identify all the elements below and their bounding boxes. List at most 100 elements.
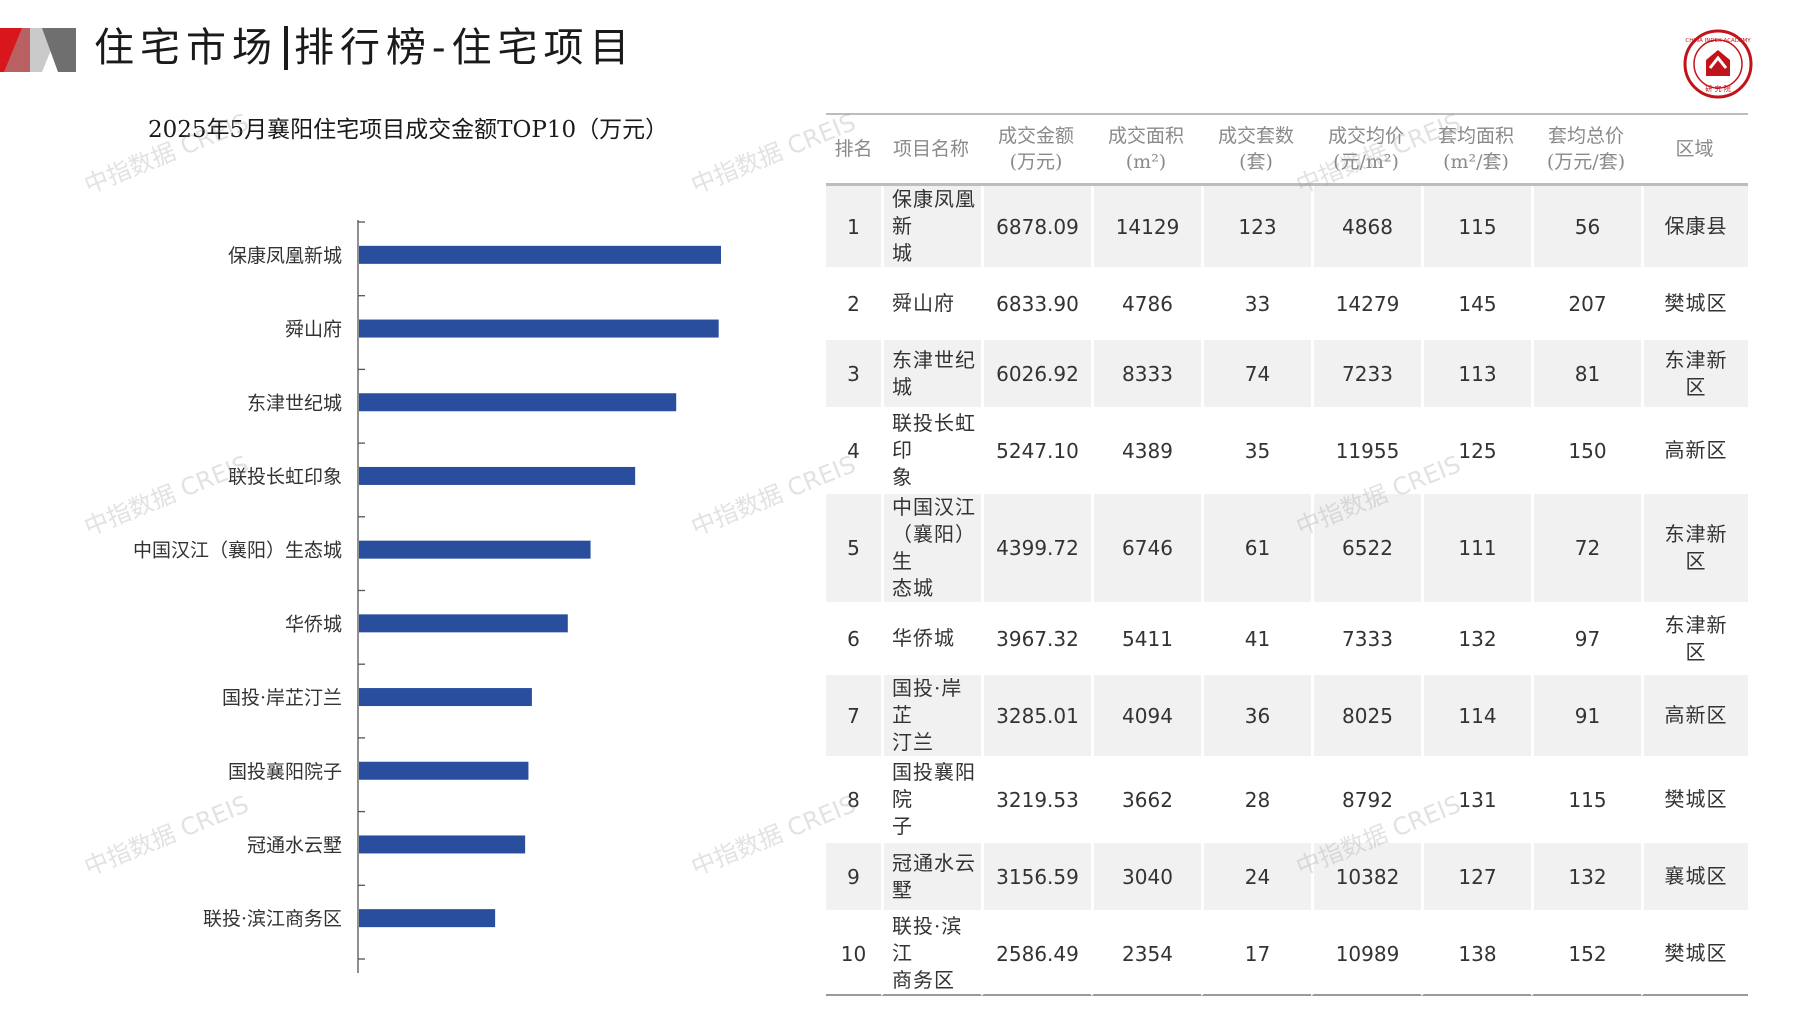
page-title-main: 住宅市场: [94, 25, 278, 71]
cell-price: 10382: [1311, 843, 1421, 913]
cell-avg-total: 56: [1531, 186, 1641, 270]
cell-area: 3662: [1091, 759, 1201, 843]
bar: [359, 761, 529, 780]
category-label: 保康凤凰新城: [228, 245, 342, 267]
column-header: 套均总价 (万元/套): [1531, 113, 1641, 186]
cell-district: 东津新区: [1641, 494, 1748, 605]
cell-amount: 5247.10: [981, 410, 1091, 494]
cell-name: 国投襄阳院子: [881, 759, 981, 843]
bar: [359, 614, 568, 633]
cell-area: 14129: [1091, 186, 1201, 270]
cell-price: 11955: [1311, 410, 1421, 494]
cell-name: 中国汉江 （襄阳）生 态城: [881, 494, 981, 605]
column-header: 成交面积 (m²): [1091, 113, 1201, 186]
cell-rank: 4: [826, 410, 881, 494]
category-label: 联投长虹印象: [228, 466, 342, 488]
cell-name: 联投·滨江 商务区: [881, 913, 981, 996]
column-header: 成交均价 (元/m²): [1311, 113, 1421, 186]
page-title: 住宅市场 排行榜-住宅项目: [94, 18, 636, 78]
column-header: 套均面积 (m²/套): [1421, 113, 1531, 186]
cell-units: 61: [1201, 494, 1311, 605]
cell-area: 4094: [1091, 675, 1201, 759]
cell-avg-area: 132: [1421, 605, 1531, 675]
cell-units: 33: [1201, 270, 1311, 340]
table-row: 1 保康凤凰新城 6878.09 14129 123 4868 115 56 保康县: [826, 186, 1748, 270]
title-separator: [284, 26, 288, 70]
bar: [359, 319, 719, 338]
cell-amount: 2586.49: [981, 913, 1091, 996]
svg-text:CHINA INDEX ACADEMY: CHINA INDEX ACADEMY: [1685, 38, 1751, 44]
cell-district: 东津新区: [1641, 340, 1748, 410]
table-row: 8 国投襄阳院子 3219.53 3662 28 8792 131 115 樊城区: [826, 759, 1748, 843]
table-row: 4 联投长虹印象 5247.10 4389 35 11955 125 150 高新区: [826, 410, 1748, 494]
cell-avg-area: 115: [1421, 186, 1531, 270]
category-label: 冠通水云墅: [247, 834, 342, 856]
cell-district: 襄城区: [1641, 843, 1748, 913]
cell-area: 4786: [1091, 270, 1201, 340]
column-header: 成交套数 (套): [1201, 113, 1311, 186]
ranking-table: 排名 项目名称 成交金额 (万元) 成交面积 (m²) 成交套数 (套) 成交均价 (元/m²) 套…: [826, 113, 1748, 996]
cell-area: 2354: [1091, 913, 1201, 996]
cell-rank: 2: [826, 270, 881, 340]
cell-amount: 3967.32: [981, 605, 1091, 675]
table-row: 2 舜山府 6833.90 4786 33 14279 145 207 樊城区: [826, 270, 1748, 340]
cell-rank: 7: [826, 675, 881, 759]
cell-units: 41: [1201, 605, 1311, 675]
cell-units: 28: [1201, 759, 1311, 843]
cell-price: 7333: [1311, 605, 1421, 675]
cell-avg-area: 125: [1421, 410, 1531, 494]
cell-avg-total: 97: [1531, 605, 1641, 675]
cell-amount: 3219.53: [981, 759, 1091, 843]
cell-avg-area: 138: [1421, 913, 1531, 996]
category-label: 国投·岸芷汀兰: [222, 687, 342, 709]
cell-avg-area: 113: [1421, 340, 1531, 410]
cell-price: 10989: [1311, 913, 1421, 996]
cell-price: 14279: [1311, 270, 1421, 340]
bar: [359, 909, 496, 928]
cell-name: 保康凤凰新城: [881, 186, 981, 270]
bar: [359, 466, 636, 485]
table-row: 10 联投·滨江 商务区 2586.49 2354 17 10989 138 152 樊城区: [826, 913, 1748, 996]
cell-rank: 9: [826, 843, 881, 913]
category-label: 国投襄阳院子: [228, 761, 342, 783]
cell-rank: 6: [826, 605, 881, 675]
table-row: 3 东津世纪城 6026.92 8333 74 7233 113 81 东津新区: [826, 340, 1748, 410]
cell-price: 8792: [1311, 759, 1421, 843]
table-row: 7 国投·岸芷 汀兰 3285.01 4094 36 8025 114 91 高新区: [826, 675, 1748, 759]
cell-district: 樊城区: [1641, 913, 1748, 996]
cell-name: 国投·岸芷 汀兰: [881, 675, 981, 759]
cell-district: 高新区: [1641, 675, 1748, 759]
table-row: 6 华侨城 3967.32 5411 41 7333 132 97 东津新区: [826, 605, 1748, 675]
cell-area: 4389: [1091, 410, 1201, 494]
cell-price: 6522: [1311, 494, 1421, 605]
category-label: 联投·滨江商务区: [203, 908, 342, 930]
cell-units: 123: [1201, 186, 1311, 270]
column-header: 成交金额 (万元): [981, 113, 1091, 186]
cell-amount: 4399.72: [981, 494, 1091, 605]
cell-avg-total: 91: [1531, 675, 1641, 759]
category-label: 中国汉江（襄阳）生态城: [133, 540, 342, 562]
category-label: 华侨城: [285, 613, 342, 635]
cell-avg-total: 72: [1531, 494, 1641, 605]
column-header: 项目名称: [881, 113, 981, 186]
bar: [359, 688, 532, 707]
table-header-row: 排名 项目名称 成交金额 (万元) 成交面积 (m²) 成交套数 (套) 成交均价 (元/m²) 套…: [826, 113, 1748, 186]
cell-rank: 1: [826, 186, 881, 270]
cell-units: 74: [1201, 340, 1311, 410]
column-header: 区域: [1641, 113, 1748, 186]
cell-avg-area: 111: [1421, 494, 1531, 605]
category-label: 舜山府: [285, 319, 342, 341]
cell-units: 35: [1201, 410, 1311, 494]
cell-avg-total: 115: [1531, 759, 1641, 843]
bar: [359, 393, 677, 412]
cell-avg-area: 127: [1421, 843, 1531, 913]
page-title-sub: 排行榜-住宅项目: [294, 25, 636, 71]
cell-name: 东津世纪城: [881, 340, 981, 410]
cell-rank: 8: [826, 759, 881, 843]
cell-avg-total: 207: [1531, 270, 1641, 340]
china-index-academy-logo: CHINA INDEX ACADEMY 研 究 院: [1683, 29, 1753, 99]
cell-amount: 3156.59: [981, 843, 1091, 913]
cell-avg-total: 132: [1531, 843, 1641, 913]
bar: [359, 245, 721, 264]
header-accent-shapes: [0, 28, 76, 72]
